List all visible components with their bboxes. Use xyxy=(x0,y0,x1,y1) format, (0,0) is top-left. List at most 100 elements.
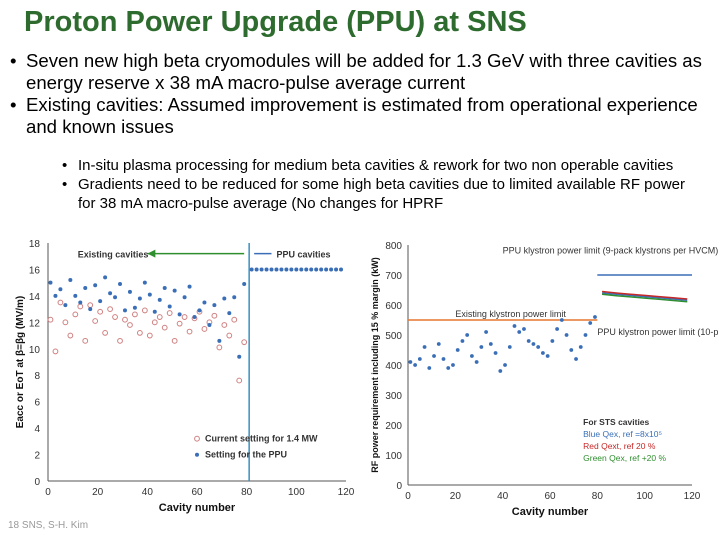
bullet-item: • Seven new high beta cryomodules will be… xyxy=(6,50,718,94)
x-tick-label: 40 xyxy=(497,491,509,502)
data-point xyxy=(455,348,460,352)
data-point xyxy=(177,312,182,317)
data-point xyxy=(122,316,128,323)
data-point xyxy=(192,315,197,320)
bullet-text: Existing cavities: Assumed improvement i… xyxy=(26,94,698,137)
data-point xyxy=(593,315,597,319)
data-point xyxy=(48,280,53,285)
data-point xyxy=(274,267,279,272)
data-point xyxy=(93,283,98,288)
data-point xyxy=(226,332,233,339)
data-point xyxy=(197,308,202,313)
data-point xyxy=(107,306,113,313)
data-point xyxy=(82,337,89,344)
y-axis-label: Eacc or EoT at β=βg (MV/m) xyxy=(15,296,26,429)
slide-footer: 18 SNS, S-H. Kim xyxy=(8,520,89,531)
data-point xyxy=(432,354,436,358)
data-point xyxy=(58,287,63,292)
data-point xyxy=(488,342,493,346)
data-point xyxy=(162,285,167,290)
data-point xyxy=(47,316,54,323)
cavity-gradient-chart: 0 20 40 60 80 100 120 0 2 4 6 8 10 12 14 16 18 Cavity num… xyxy=(0,235,356,535)
y-tick-label: 18 xyxy=(29,239,41,250)
chart-background xyxy=(0,235,356,535)
data-point xyxy=(441,357,446,361)
legend-entry: Green Qex, ref +20 % xyxy=(583,453,666,463)
data-point xyxy=(284,267,289,272)
left-region-label: Existing cavities xyxy=(78,250,149,260)
data-point xyxy=(583,333,588,337)
y-tick-label: 12 xyxy=(29,318,41,329)
data-point xyxy=(147,292,152,297)
data-point xyxy=(182,295,187,300)
data-point xyxy=(242,281,247,286)
rf-power-chart: 0 20 40 60 80 100 120 0 100 200 300 400 500 600 700 800… xyxy=(362,235,718,535)
legend-entry: Blue Qex, ref =8x10⁵ xyxy=(583,429,662,439)
bullet-marker: • xyxy=(10,50,17,71)
x-axis-label: Cavity number xyxy=(512,506,589,518)
ppu-power-series xyxy=(601,290,688,300)
data-point xyxy=(526,339,531,343)
x-tick-label: 0 xyxy=(45,487,51,498)
data-point xyxy=(299,267,304,272)
x-tick-label: 20 xyxy=(92,487,104,498)
data-point xyxy=(550,339,555,343)
data-point xyxy=(319,267,324,272)
data-point xyxy=(216,344,223,351)
y-tick-label: 200 xyxy=(385,421,402,432)
data-point xyxy=(113,295,118,300)
data-point xyxy=(181,314,188,320)
annotation-existing-limit: Existing klystron power limit xyxy=(455,309,566,319)
x-tick-label: 80 xyxy=(592,491,604,502)
bullet-text: Seven new high beta cryomodules will be … xyxy=(26,50,702,93)
data-point xyxy=(186,328,193,335)
data-point xyxy=(97,308,104,315)
data-point xyxy=(314,267,319,272)
data-point xyxy=(132,311,138,318)
ppu-power-series xyxy=(602,292,688,301)
data-point xyxy=(446,366,451,370)
data-point xyxy=(334,267,339,272)
data-point xyxy=(531,342,536,346)
data-point xyxy=(98,299,103,304)
bullet-item: • Existing cavities: Assumed improvement … xyxy=(6,94,718,138)
data-point xyxy=(231,316,238,323)
legend-label: Setting for the PPU xyxy=(205,450,287,460)
data-point xyxy=(545,354,550,358)
data-point xyxy=(339,267,344,272)
data-point xyxy=(269,267,274,272)
data-point xyxy=(222,296,227,301)
data-point xyxy=(294,267,299,272)
data-point xyxy=(166,310,173,316)
data-point xyxy=(142,280,147,285)
data-point xyxy=(57,299,64,306)
x-tick-label: 20 xyxy=(450,491,462,502)
data-point xyxy=(522,327,526,331)
right-region-label: PPU cavities xyxy=(276,250,330,260)
y-tick-label: 500 xyxy=(385,331,402,342)
data-point xyxy=(167,304,172,309)
data-point xyxy=(249,267,254,272)
data-point xyxy=(103,275,108,280)
data-point xyxy=(512,324,517,328)
y-tick-label: 700 xyxy=(385,271,402,282)
data-point xyxy=(254,267,259,272)
x-axis-label: Cavity number xyxy=(159,502,236,514)
data-point xyxy=(152,309,157,314)
data-point xyxy=(211,312,218,319)
y-tick-label: 0 xyxy=(396,481,402,492)
y-tick-label: 10 xyxy=(29,345,41,356)
y-tick-label: 2 xyxy=(34,451,40,462)
data-point xyxy=(465,333,470,337)
sub-bullet-list: • In-situ plasma processing for medium be… xyxy=(58,156,698,213)
data-point xyxy=(157,297,162,302)
data-point xyxy=(212,303,217,308)
data-point xyxy=(237,354,242,359)
data-point xyxy=(241,339,248,346)
legend-title: For STS cavities xyxy=(583,417,649,427)
data-point xyxy=(117,337,123,344)
data-point xyxy=(517,330,522,334)
data-point xyxy=(493,351,498,355)
data-point xyxy=(201,326,208,332)
data-point xyxy=(187,284,192,289)
